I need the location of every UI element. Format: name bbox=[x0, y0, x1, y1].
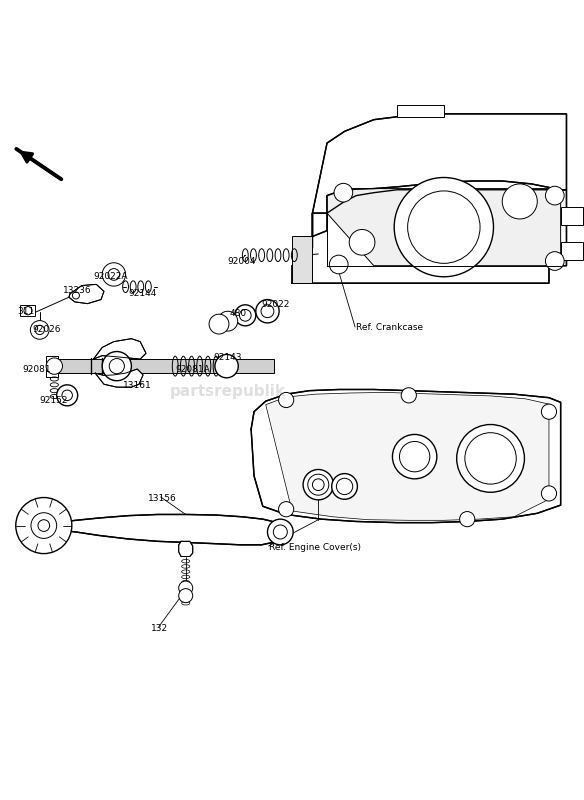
Polygon shape bbox=[561, 207, 583, 225]
Circle shape bbox=[349, 230, 375, 255]
Circle shape bbox=[24, 306, 32, 314]
Polygon shape bbox=[561, 242, 583, 260]
Circle shape bbox=[16, 498, 72, 554]
Polygon shape bbox=[20, 306, 35, 316]
Text: 13156: 13156 bbox=[148, 494, 176, 502]
Text: 480: 480 bbox=[230, 309, 246, 318]
Text: 92081: 92081 bbox=[22, 365, 51, 374]
Polygon shape bbox=[55, 514, 281, 545]
Polygon shape bbox=[251, 390, 561, 522]
Text: 13236: 13236 bbox=[63, 286, 92, 294]
Circle shape bbox=[279, 393, 294, 407]
Text: 92004: 92004 bbox=[228, 257, 256, 266]
Circle shape bbox=[102, 262, 126, 286]
Circle shape bbox=[179, 589, 193, 602]
Polygon shape bbox=[69, 284, 104, 304]
Circle shape bbox=[72, 292, 79, 299]
Circle shape bbox=[457, 425, 524, 492]
Polygon shape bbox=[95, 369, 143, 387]
Circle shape bbox=[545, 252, 564, 270]
Circle shape bbox=[279, 502, 294, 517]
Polygon shape bbox=[292, 237, 312, 283]
Polygon shape bbox=[292, 190, 566, 283]
Circle shape bbox=[303, 470, 333, 500]
Polygon shape bbox=[179, 542, 193, 557]
Polygon shape bbox=[93, 338, 146, 359]
Circle shape bbox=[329, 255, 348, 274]
Circle shape bbox=[179, 581, 193, 595]
Text: partsrepublik: partsrepublik bbox=[170, 384, 286, 398]
Circle shape bbox=[46, 358, 62, 374]
Circle shape bbox=[545, 186, 564, 205]
Polygon shape bbox=[312, 114, 566, 237]
Text: 92022A: 92022A bbox=[93, 272, 128, 281]
Circle shape bbox=[57, 385, 78, 406]
Text: 92143: 92143 bbox=[213, 354, 242, 362]
Text: 13161: 13161 bbox=[123, 381, 151, 390]
Text: Ref. Engine Cover(s): Ref. Engine Cover(s) bbox=[269, 542, 361, 552]
Polygon shape bbox=[46, 356, 58, 377]
Circle shape bbox=[267, 519, 293, 545]
Circle shape bbox=[334, 183, 353, 202]
Text: Ref. Crankcase: Ref. Crankcase bbox=[356, 322, 423, 331]
Circle shape bbox=[215, 354, 238, 378]
Circle shape bbox=[392, 434, 437, 479]
Circle shape bbox=[460, 511, 475, 526]
Circle shape bbox=[541, 404, 557, 419]
Circle shape bbox=[102, 351, 131, 381]
Text: 92144: 92144 bbox=[128, 290, 157, 298]
Text: 92152: 92152 bbox=[40, 395, 68, 405]
Polygon shape bbox=[327, 189, 561, 266]
Polygon shape bbox=[47, 359, 274, 373]
Text: 92081A: 92081A bbox=[175, 365, 210, 374]
Text: 92026: 92026 bbox=[32, 326, 61, 334]
Circle shape bbox=[235, 305, 256, 326]
Circle shape bbox=[218, 311, 238, 331]
Text: 92022: 92022 bbox=[261, 300, 290, 310]
Circle shape bbox=[394, 178, 493, 277]
Text: 311: 311 bbox=[18, 306, 35, 316]
Circle shape bbox=[256, 299, 279, 323]
Circle shape bbox=[401, 388, 416, 403]
Text: 132: 132 bbox=[151, 625, 168, 634]
Circle shape bbox=[541, 486, 557, 501]
Circle shape bbox=[502, 184, 537, 219]
Circle shape bbox=[209, 314, 229, 334]
Circle shape bbox=[30, 321, 49, 339]
Polygon shape bbox=[397, 105, 444, 117]
Circle shape bbox=[332, 474, 357, 499]
Polygon shape bbox=[266, 393, 549, 520]
